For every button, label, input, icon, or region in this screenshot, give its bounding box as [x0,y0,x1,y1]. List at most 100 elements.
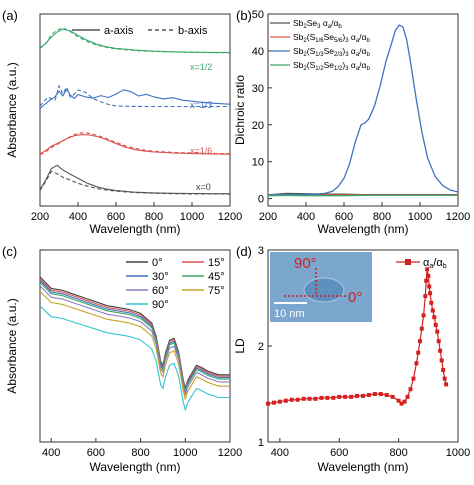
annotation-x-half: x=1/2 [190,62,212,72]
xlabel-a: Wavelength (nm) [90,222,181,236]
d-point-19 [378,392,383,396]
a-series-5 [39,132,231,156]
d-point-27 [411,376,416,381]
c-series-3 [39,281,230,393]
a-xtick-label-600: 600 [107,211,125,223]
plot-frame-c [39,249,231,443]
d-point-14 [349,394,354,399]
d-point-40 [430,308,435,313]
d-point-30 [418,339,422,344]
d-xtick-label-600: 600 [330,447,348,459]
legend-a-axis-label: a-axis [104,25,134,37]
a-xtick-label-400: 400 [69,211,87,223]
b-ytick-label-20: 20 [252,120,264,132]
d-point-47 [441,368,446,372]
c-legend-label-0: 0° [152,257,163,269]
inset-angle-0: 0° [348,289,362,306]
legend-b-label-2: Sb2(S1/3Se2/3)3 αa/αb [293,46,370,58]
d-ytick-label-3: 3 [258,245,264,257]
a-xtick-label-1200: 1200 [218,211,242,223]
a-xtick-label-800: 800 [145,211,163,223]
d-point-26 [408,387,413,392]
legend-b-label-0: Sb2Se3 αa/αb [293,18,342,30]
d-point-6 [301,396,306,401]
xlabel-b: Wavelength (nm) [318,222,409,236]
legend-d-label: αa/αb [423,257,447,270]
xlabel-c: Wavelength (nm) [90,460,181,474]
d-point-15 [355,393,360,398]
a-series-4 [39,134,231,155]
c-xtick-label-400: 400 [42,447,60,459]
d-point-9 [319,395,324,400]
annotation-x-third: x=1/3 [190,100,212,110]
d-point-7 [307,396,312,401]
d-point-39 [429,300,434,305]
panel-label-a: (a) [2,8,18,23]
legend-b: Sb2Se3 αa/αb Sb2(S1/6Se5/6)3 αa/αb Sb2(S… [270,18,370,72]
b-xtick-label-1200: 1200 [446,211,470,223]
d-point-4 [289,397,294,402]
plot-frame-b [267,13,459,207]
c-xtick-label-800: 800 [131,447,149,459]
d-point-48 [442,376,447,381]
ylabel-d: LD [233,338,247,354]
d-point-33 [423,294,428,299]
d-point-38 [428,291,433,296]
c-series-4 [39,285,230,396]
d-point-10 [325,395,330,400]
d-point-46 [439,358,444,363]
a-series-2 [39,88,231,109]
d-xtick-label-1000: 1000 [446,447,470,459]
c-xtick-label-1000: 1000 [173,447,197,459]
legend-d-marker [405,259,411,265]
ylabel-c: Absorbance (a.u.) [5,298,19,393]
d-point-25 [405,394,410,399]
c-xtick-label-1200: 1200 [218,447,242,459]
d-point-36 [426,273,431,278]
c-legend-label-6: 90° [152,299,169,311]
panel-a: 200 400 600 800 1000 1200 a-axis b-axis x=1/2… [5,13,242,236]
d-point-21 [390,394,395,399]
d-point-23 [399,401,404,406]
d-point-20 [384,392,389,397]
d-point-45 [438,348,443,353]
d-point-16 [361,393,365,398]
b-xtick-label-800: 800 [373,211,391,223]
c-legend-label-5: 75° [208,285,225,297]
b-ytick-label-10: 10 [252,157,264,169]
legend-b-label-1: Sb2(S1/6Se5/6)3 αa/αb [293,32,370,44]
c-series-6 [39,305,230,411]
d-point-29 [416,350,421,355]
b-xtick-label-1000: 1000 [408,211,432,223]
d-point-32 [421,313,426,318]
legend-c: 0° 15° 30° 45° 60° 75° 90° [126,257,225,311]
d-xtick-label-400: 400 [271,447,289,459]
inset-angle-90: 90° [294,255,317,272]
b-ytick-label-0: 0 [258,194,264,206]
d-point-49 [444,382,449,387]
panel-label-c: (c) [2,244,17,259]
b-xtick-label-400: 400 [297,211,315,223]
d-point-24 [402,399,407,404]
panel-b: 200 400 600 800 1000 1200 0 10 20 30 40 50 Sb2Se3 α… [233,9,470,236]
a-series-1 [39,27,231,54]
d-point-5 [295,397,300,402]
d-point-1 [271,400,276,405]
d-point-42 [433,322,438,327]
a-xtick-label-200: 200 [31,211,49,223]
d-point-22 [396,398,401,403]
d-point-43 [435,329,440,334]
legend-b-axis-label: b-axis [178,25,208,37]
c-legend-label-3: 45° [208,271,225,283]
inset-scale-label: 10 nm [274,308,305,320]
b-ytick-label-30: 30 [252,83,264,95]
legend-b-label-3: Sb2(S1/2Se1/2)3 αa/αb [293,60,370,72]
c-series-5 [39,291,230,400]
c-legend-label-4: 60° [152,285,169,297]
d-ytick-label-1: 1 [258,437,264,449]
d-point-41 [432,315,437,320]
annotation-x-zero: x=0 [196,182,211,192]
d-point-18 [372,392,377,396]
a-xtick-label-1000: 1000 [180,211,204,223]
